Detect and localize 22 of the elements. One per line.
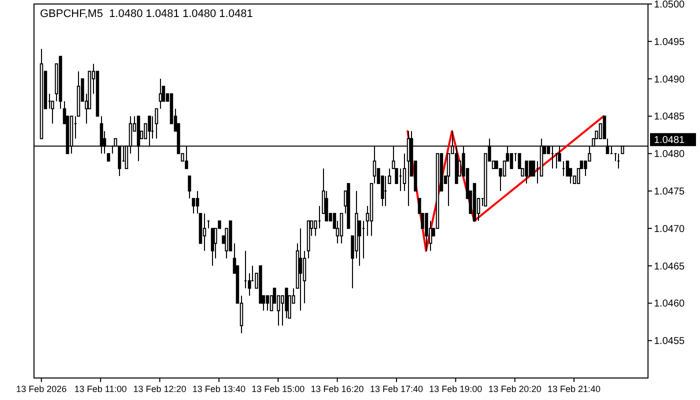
y-tick-label: 1.0470	[654, 224, 686, 235]
y-tick-label: 1.0500	[654, 0, 686, 10]
x-tick-label: 13 Feb 17:40	[370, 384, 424, 394]
y-tick-label: 1.0485	[654, 112, 686, 123]
x-tick-label: 13 Feb 21:40	[548, 384, 601, 394]
x-tick-label: 13 Feb 13:40	[192, 384, 246, 394]
x-tick-label: 13 Feb 11:00	[74, 384, 127, 394]
x-tick-label: 13 Feb 12:20	[133, 384, 186, 394]
x-tick-label: 13 Feb 19:00	[429, 384, 482, 394]
y-tick-label: 1.0465	[654, 261, 686, 272]
x-tick-label: 13 Feb 16:20	[310, 384, 364, 394]
ref-line-label: 1.0481	[654, 135, 686, 146]
y-tick-label: 1.0460	[654, 298, 686, 310]
y-tick-label: 1.0455	[654, 336, 686, 348]
y-tick-label: 1.0480	[654, 149, 686, 160]
chart-title: GBPCHF,M5 1.0480 1.0481 1.0480 1.0481	[40, 8, 253, 20]
y-tick-label: 1.0475	[654, 186, 686, 198]
y-tick-label: 1.0495	[654, 36, 686, 48]
x-tick-label: 13 Feb 15:00	[252, 384, 305, 394]
y-tick-label: 1.0490	[654, 74, 686, 86]
x-tick-label: 13 Feb 20:20	[488, 384, 542, 394]
x-tick-label: 13 Feb 2026	[16, 384, 67, 394]
